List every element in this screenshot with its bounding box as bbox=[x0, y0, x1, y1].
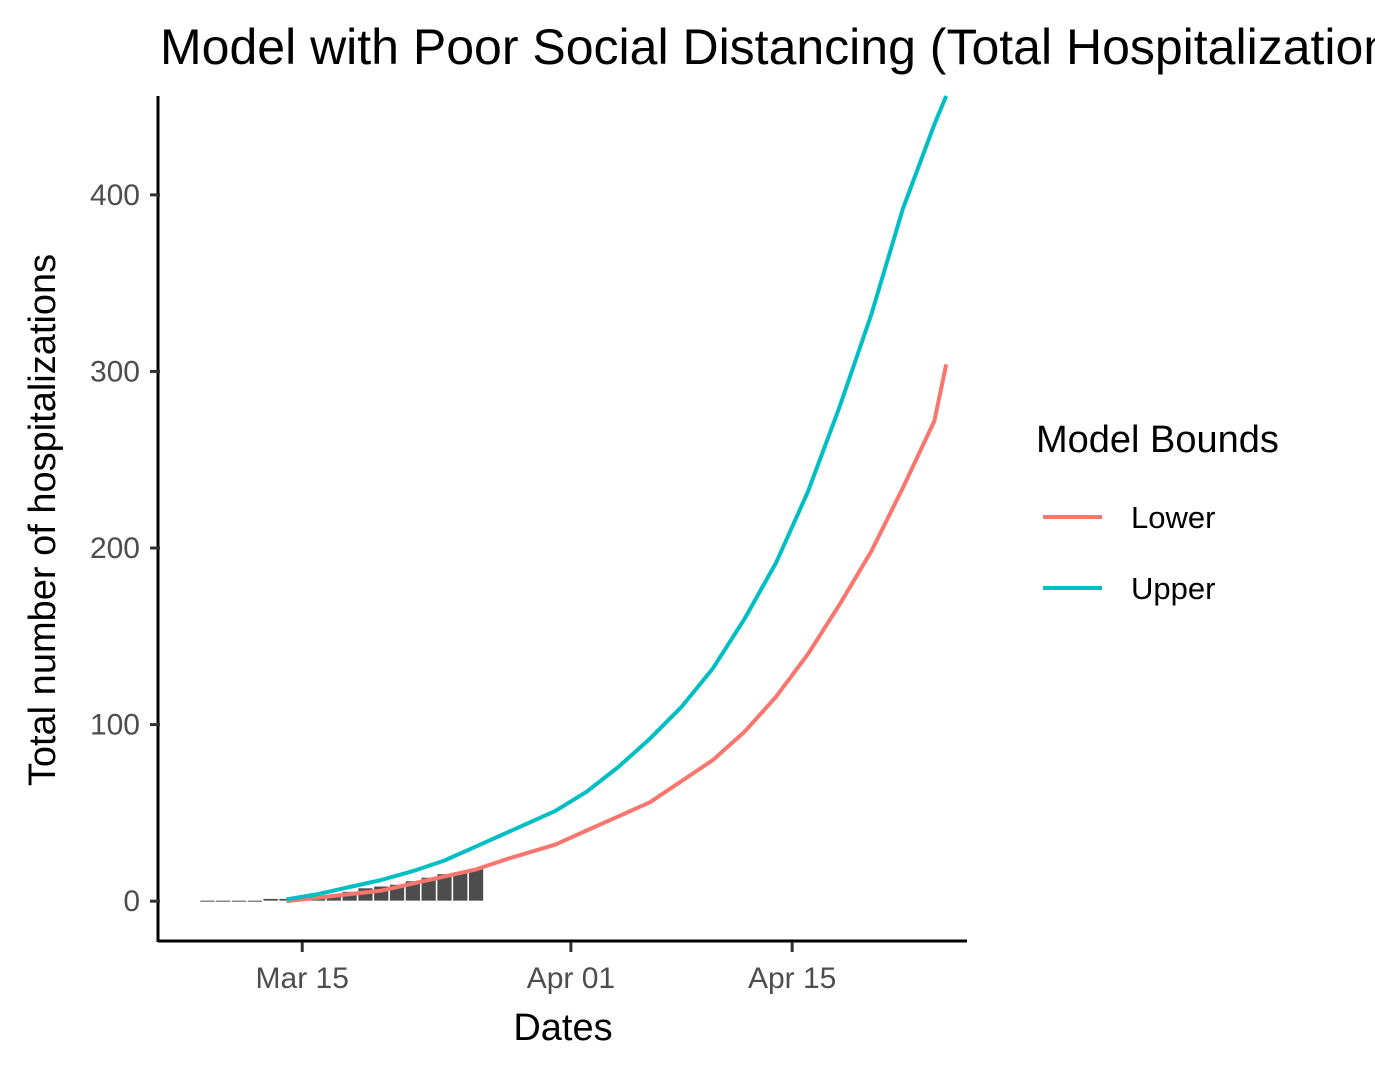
observed-bar bbox=[216, 900, 231, 902]
observed-bars bbox=[200, 868, 484, 902]
observed-bar bbox=[247, 900, 262, 902]
y-tick-label: 0 bbox=[123, 885, 140, 918]
observed-bar bbox=[326, 895, 341, 901]
observed-bar bbox=[437, 874, 452, 901]
y-axis-ticks: 0 100 200 300 400 bbox=[90, 179, 160, 918]
legend: Model Bounds Lower Upper bbox=[1036, 419, 1279, 606]
series-line-lower bbox=[286, 363, 949, 904]
observed-bar bbox=[453, 872, 468, 901]
observed-bar bbox=[263, 898, 278, 901]
series-line-upper bbox=[286, 95, 949, 902]
legend-label-lower: Lower bbox=[1131, 500, 1215, 535]
observed-bar bbox=[200, 900, 215, 902]
x-axis-ticks: Mar 15 Apr 01 Apr 15 bbox=[256, 942, 836, 995]
observed-bar bbox=[468, 868, 484, 901]
chart-title: Model with Poor Social Distancing (Total… bbox=[160, 19, 1375, 75]
x-tick-label: Apr 01 bbox=[527, 962, 615, 995]
y-tick-label: 300 bbox=[90, 355, 140, 388]
y-tick-label: 400 bbox=[90, 179, 140, 212]
legend-title: Model Bounds bbox=[1036, 419, 1279, 461]
model-lines bbox=[286, 95, 949, 904]
y-tick-label: 100 bbox=[90, 709, 140, 742]
observed-bar bbox=[421, 877, 436, 901]
x-axis-title: Dates bbox=[513, 1007, 612, 1049]
plot-area bbox=[200, 95, 949, 904]
observed-bar bbox=[231, 900, 247, 902]
y-tick-label: 200 bbox=[90, 532, 140, 565]
observed-bar bbox=[342, 891, 357, 901]
legend-label-upper: Upper bbox=[1131, 571, 1215, 606]
y-axis-title: Total number of hospitalizations bbox=[22, 254, 64, 786]
x-tick-label: Mar 15 bbox=[256, 962, 349, 995]
legend-items: Lower Upper bbox=[1043, 500, 1215, 606]
x-tick-label: Apr 15 bbox=[748, 962, 836, 995]
